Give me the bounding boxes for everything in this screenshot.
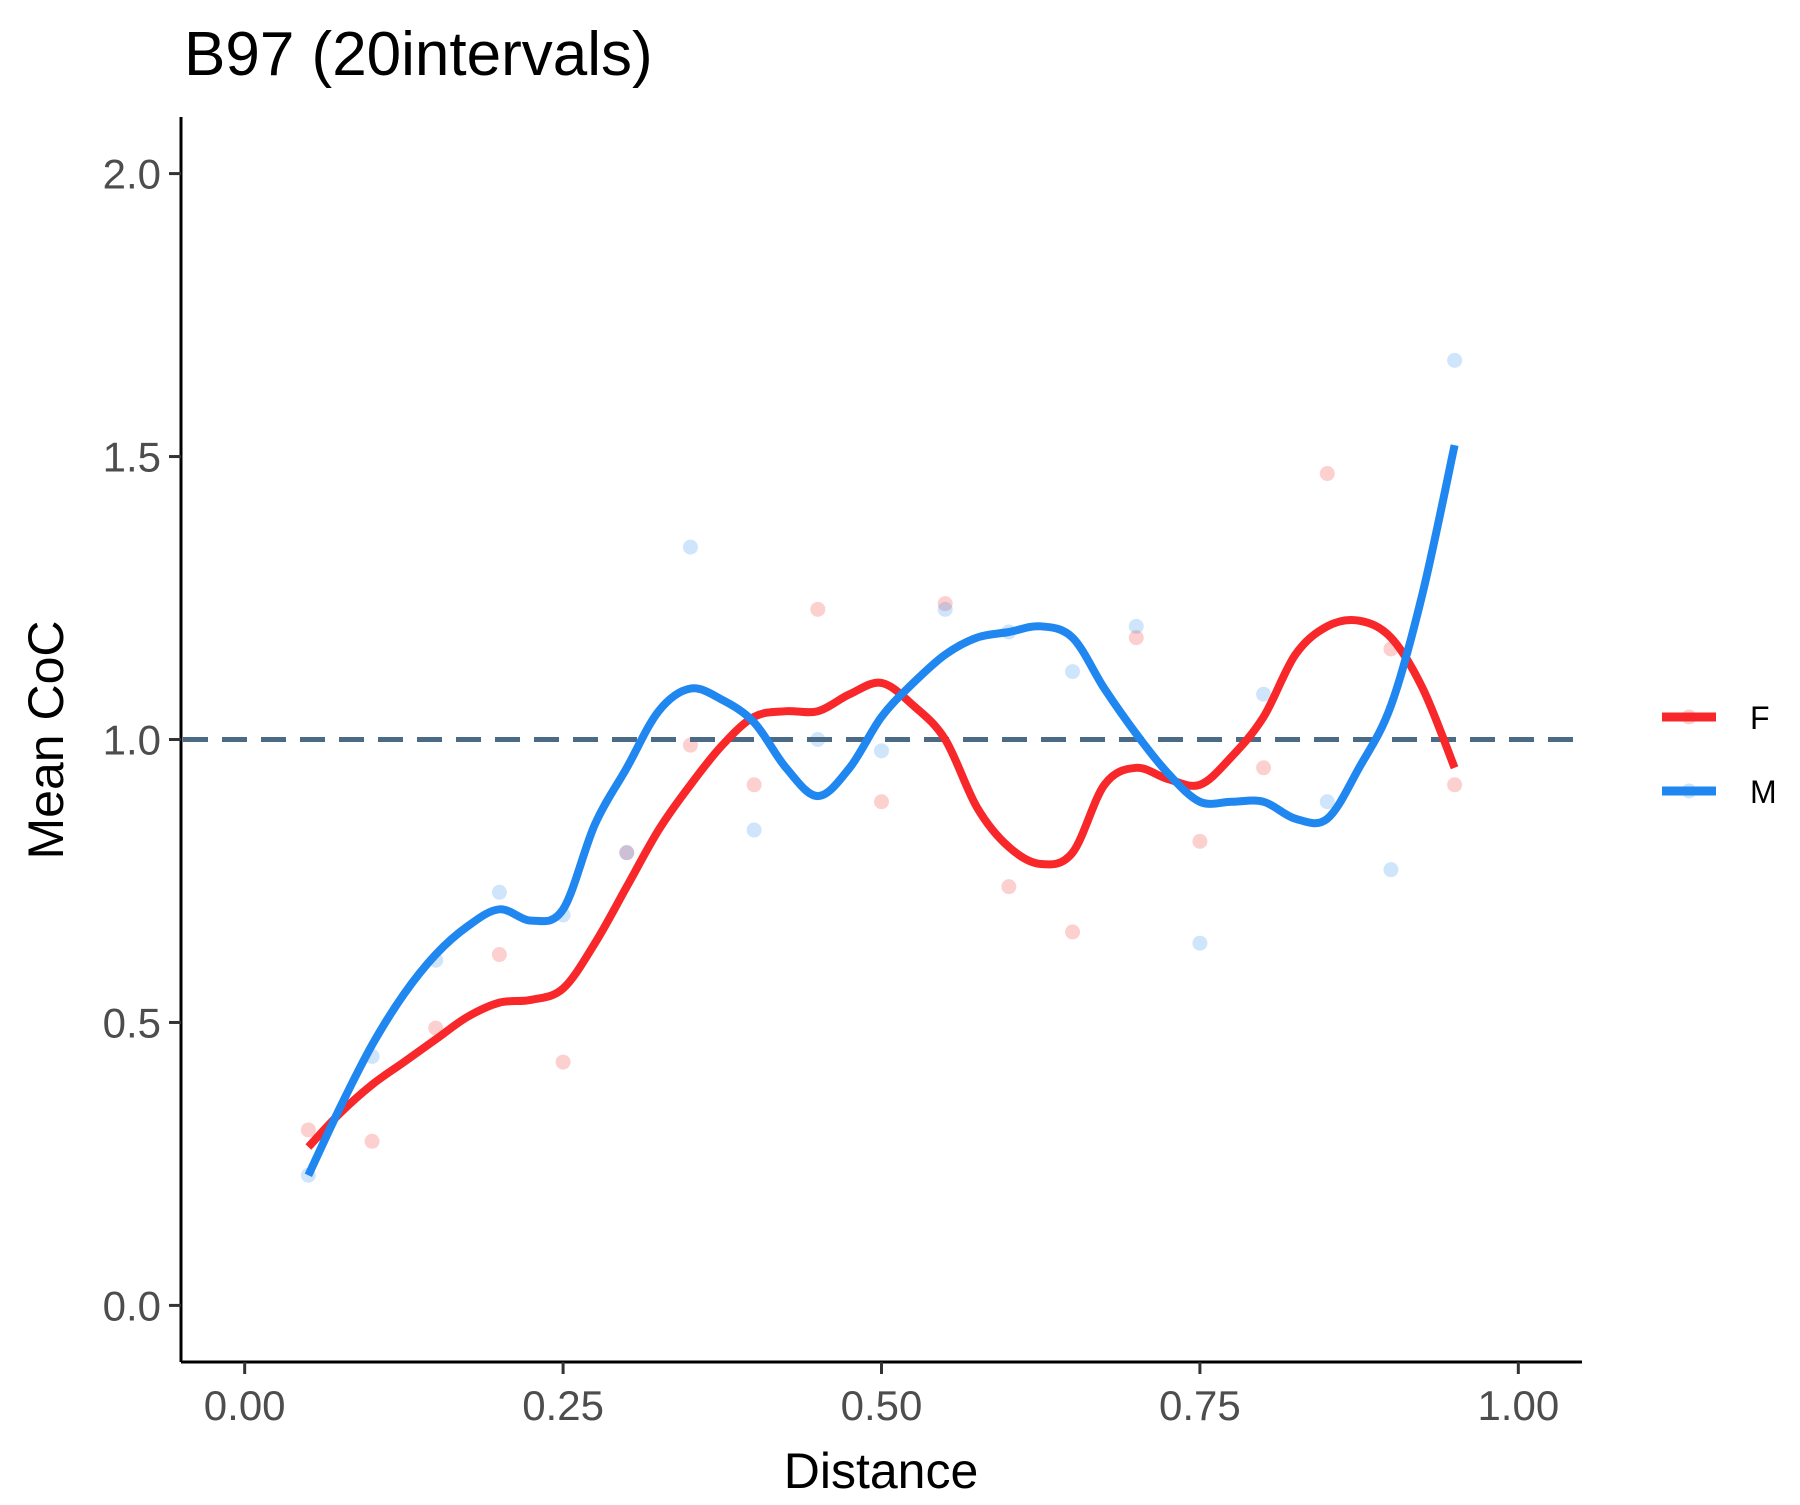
data-point-f [746,777,762,793]
axes: 0.00 0.25 0.50 0.75 1.00 0.0 0.5 1.0 1.5 2.0 [103,117,1582,1429]
data-point-f [810,601,826,617]
data-point-f [1447,777,1463,793]
y-tick-label: 1.5 [103,434,161,481]
plot-area [183,352,1582,1183]
data-point-f [300,1122,316,1138]
data-point-m [491,884,507,900]
data-point-m [1192,935,1208,951]
y-tick-label: 1.0 [103,717,161,764]
data-point-m [746,822,762,838]
legend-point-m [1681,783,1697,799]
data-point-f [937,596,953,612]
data-point-m [1065,664,1081,680]
y-tick-label: 2.0 [103,151,161,198]
x-tick-label: 0.50 [841,1382,923,1429]
legend: FM [1662,700,1777,810]
data-point-f [555,1054,571,1070]
x-tick-label: 0.00 [204,1382,286,1429]
legend-label-m: M [1750,774,1777,810]
x-tick-label: 0.25 [522,1382,604,1429]
data-point-m [682,539,698,555]
series-line-m [304,444,1459,1177]
data-point-f [491,947,507,963]
series-line-f [305,615,1459,1150]
x-tick-label: 0.75 [1159,1382,1241,1429]
data-point-m [1128,618,1144,634]
data-point-m [1447,352,1463,368]
data-point-m [619,845,635,861]
data-point-m [937,601,953,617]
data-point-f [364,1133,380,1149]
data-point-m [1319,794,1335,810]
data-point-f [1001,879,1017,895]
y-tick-label: 0.5 [103,999,161,1046]
data-point-f [1256,760,1272,776]
data-point-f [619,845,635,861]
legend-label-f: F [1750,700,1770,736]
y-axis-title: Mean CoC [18,621,74,860]
data-point-m [1383,862,1399,878]
data-point-f [1192,833,1208,849]
data-point-f [1319,466,1335,482]
x-axis-title: Distance [784,1443,979,1499]
data-point-f [874,794,889,810]
data-point-m [874,743,889,759]
data-point-m [1256,686,1272,702]
data-point-f [1128,630,1144,646]
x-tick-label: 1.00 [1477,1382,1559,1429]
chart-title: B97 (20intervals) [184,20,653,89]
data-point-f [1065,924,1081,940]
legend-point-f [1681,709,1697,725]
y-tick-label: 0.0 [103,1282,161,1329]
